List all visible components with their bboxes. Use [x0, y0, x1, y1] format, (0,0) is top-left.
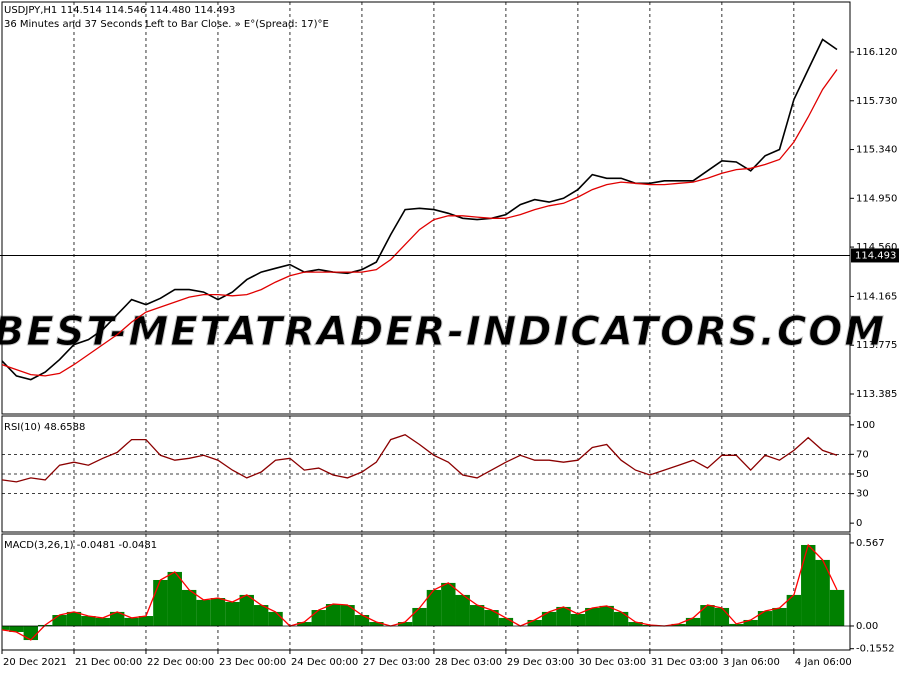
- histogram-bar: [455, 594, 470, 626]
- current-price-box: [851, 248, 899, 263]
- y-tick-label: 114.165: [856, 291, 897, 302]
- series-line: [1, 38, 838, 381]
- chart-title: USDJPY,H1 114.514 114.546 114.480 114.49…: [4, 5, 235, 16]
- y-tick-label: 100: [856, 420, 875, 431]
- histogram-bar: [527, 619, 542, 626]
- histogram-bar: [124, 617, 139, 626]
- histogram-bar: [685, 617, 701, 626]
- y-tick-label: 30: [856, 489, 869, 500]
- y-tick-label: 70: [856, 449, 869, 460]
- histogram-bar: [469, 605, 485, 626]
- signal-line: [1, 543, 838, 641]
- histogram-bar: [397, 622, 413, 626]
- histogram-bar: [786, 594, 802, 626]
- histogram-bar: [340, 605, 355, 626]
- x-tick-label: 23 Dec 00:00: [219, 657, 286, 668]
- x-tick-label: 31 Dec 03:00: [651, 657, 718, 668]
- histogram-bar: [599, 605, 614, 626]
- histogram-bar: [66, 611, 82, 626]
- x-tick-label: 30 Dec 03:00: [579, 657, 646, 668]
- x-tick-label: 21 Dec 00:00: [75, 657, 142, 668]
- y-tick-label: 115.340: [856, 145, 897, 156]
- series-line: [1, 433, 838, 483]
- histogram-bar: [297, 622, 312, 626]
- histogram-bar: [253, 605, 269, 626]
- histogram-bar: [109, 611, 125, 626]
- histogram-bar: [311, 610, 326, 626]
- x-tick-label: 20 Dec 2021: [3, 657, 67, 668]
- histogram-bar: [757, 611, 773, 626]
- histogram-bar: [426, 589, 442, 626]
- histogram-bar: [772, 607, 787, 626]
- chart-subtitle: 36 Minutes and 37 Seconds Left to Bar Cl…: [4, 19, 329, 30]
- panel-frame: [1, 533, 851, 651]
- y-tick-label: 115.730: [856, 96, 897, 107]
- histogram-bar: [714, 607, 730, 626]
- series-line: [1, 69, 838, 377]
- histogram-bar: [815, 559, 830, 626]
- histogram-bar: [52, 614, 67, 626]
- y-tick-label: 114.950: [856, 193, 897, 204]
- histogram-bar: [369, 622, 384, 626]
- rsi-title: RSI(10) 48.6588: [4, 422, 85, 433]
- histogram-bar: [181, 589, 197, 626]
- histogram-bar: [743, 619, 758, 626]
- x-tick-label: 24 Dec 00:00: [291, 657, 358, 668]
- histogram-bar: [700, 605, 715, 626]
- histogram-bar: [268, 611, 283, 626]
- watermark: BEST-METATRADER-INDICATORS.COM: [0, 309, 886, 355]
- histogram-bar: [354, 614, 370, 626]
- histogram-bar: [628, 622, 643, 626]
- y-tick-label: 114.560: [856, 242, 897, 253]
- current-price-label: 114.493: [855, 250, 896, 261]
- histogram-bar: [556, 606, 571, 626]
- y-tick-label: 113.385: [856, 389, 897, 400]
- y-tick-label: 0.567: [856, 538, 885, 549]
- histogram-bar: [441, 582, 456, 626]
- histogram-bar: [210, 598, 226, 626]
- histogram-bar: [9, 625, 24, 632]
- histogram-bar: [671, 623, 686, 626]
- y-tick-label: -0.1552: [856, 644, 895, 655]
- histogram-bar: [412, 607, 427, 626]
- x-tick-label: 29 Dec 03:00: [507, 657, 574, 668]
- x-tick-label: 4 Jan 06:00: [795, 657, 852, 668]
- histogram-bar: [196, 599, 211, 626]
- histogram-bar: [167, 571, 182, 626]
- y-tick-label: 116.120: [856, 47, 897, 58]
- histogram-bar: [484, 610, 499, 626]
- histogram-bar: [153, 579, 168, 626]
- histogram-bar: [81, 616, 96, 626]
- histogram-bar: [570, 613, 586, 626]
- histogram-bar: [801, 544, 816, 626]
- histogram-bar: [498, 617, 514, 626]
- x-tick-label: 22 Dec 00:00: [147, 657, 214, 668]
- y-tick-label: 0: [856, 518, 862, 529]
- y-tick-label: 50: [856, 469, 869, 480]
- histogram-bar: [325, 604, 341, 626]
- histogram-bar: [585, 607, 600, 626]
- histogram-bar: [2, 625, 10, 630]
- histogram-bar: [729, 623, 744, 626]
- panel-frame: [1, 1, 851, 415]
- histogram-bar: [138, 616, 154, 626]
- histogram-bar: [541, 611, 557, 626]
- x-tick-label: 3 Jan 06:00: [723, 657, 780, 668]
- histogram-bar: [225, 601, 240, 626]
- histogram-bar: [829, 589, 845, 626]
- y-tick-label: 113.775: [856, 340, 897, 351]
- histogram-bar: [95, 617, 110, 626]
- histogram-bar: [613, 611, 629, 626]
- histogram-bar: [239, 594, 254, 626]
- y-tick-label: 0.00: [856, 621, 878, 632]
- x-tick-label: 27 Dec 03:00: [363, 657, 430, 668]
- macd-title: MACD(3,26,1) -0.0481 -0.0481: [4, 540, 157, 551]
- x-tick-label: 28 Dec 03:00: [435, 657, 502, 668]
